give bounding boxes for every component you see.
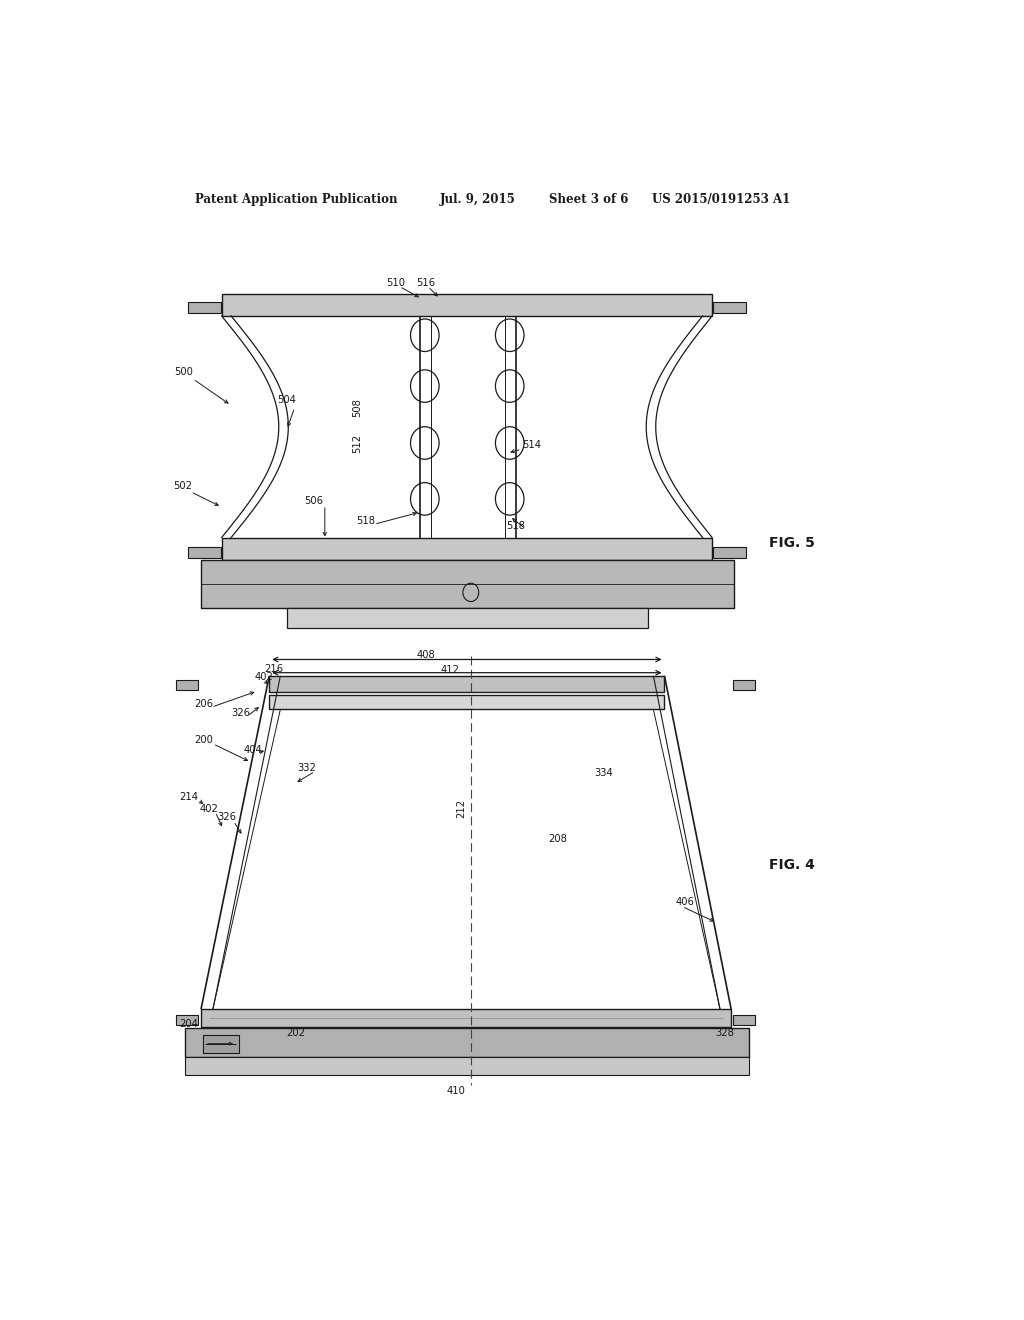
Bar	[733, 1015, 755, 1026]
Text: 206: 206	[194, 700, 213, 709]
Text: 216: 216	[264, 664, 284, 673]
Text: 504: 504	[278, 395, 296, 405]
Text: Jul. 9, 2015: Jul. 9, 2015	[440, 193, 516, 206]
Bar	[201, 1008, 731, 1027]
Text: 326: 326	[231, 709, 250, 718]
Text: 332: 332	[297, 763, 316, 774]
Bar	[185, 1028, 749, 1057]
Bar	[187, 546, 221, 558]
Bar	[713, 302, 746, 313]
Text: 408: 408	[416, 651, 435, 660]
Text: 500: 500	[174, 367, 193, 376]
Text: 402: 402	[200, 804, 218, 814]
Text: 208: 208	[549, 834, 567, 845]
Bar	[176, 680, 198, 690]
Text: 214: 214	[179, 792, 199, 801]
Text: 204: 204	[179, 1019, 199, 1030]
Text: 502: 502	[173, 480, 193, 491]
Text: 334: 334	[595, 768, 613, 779]
Text: 326: 326	[217, 812, 236, 822]
Text: 404: 404	[243, 744, 262, 755]
Text: 200: 200	[194, 735, 213, 744]
Text: 506: 506	[304, 496, 324, 506]
Bar	[176, 1015, 198, 1026]
Bar	[187, 302, 221, 313]
Text: 518: 518	[355, 516, 375, 527]
Bar	[204, 1035, 240, 1053]
Bar	[713, 546, 746, 558]
Bar	[287, 607, 648, 628]
Bar	[733, 680, 755, 690]
Bar	[221, 293, 712, 315]
Text: 412: 412	[440, 665, 460, 675]
Text: 510: 510	[386, 279, 404, 288]
Text: 514: 514	[522, 440, 542, 450]
Text: Sheet 3 of 6: Sheet 3 of 6	[549, 193, 628, 206]
Text: 516: 516	[416, 279, 435, 288]
Bar	[221, 537, 712, 560]
Text: 402: 402	[254, 672, 273, 681]
Bar	[269, 676, 665, 692]
Text: 328: 328	[715, 1027, 734, 1038]
Text: 512: 512	[352, 433, 362, 453]
Text: 212: 212	[456, 800, 466, 818]
Text: FIG. 5: FIG. 5	[769, 536, 815, 549]
Text: Patent Application Publication: Patent Application Publication	[196, 193, 398, 206]
Text: 406: 406	[676, 898, 694, 907]
Text: 202: 202	[287, 1027, 306, 1038]
Text: FIG. 4: FIG. 4	[769, 858, 815, 871]
Text: 410: 410	[447, 1086, 466, 1097]
Bar	[201, 560, 734, 607]
Text: 518: 518	[506, 521, 524, 532]
Bar	[185, 1057, 749, 1076]
Bar	[269, 696, 665, 709]
Text: 508: 508	[352, 399, 362, 417]
Text: US 2015/0191253 A1: US 2015/0191253 A1	[652, 193, 791, 206]
